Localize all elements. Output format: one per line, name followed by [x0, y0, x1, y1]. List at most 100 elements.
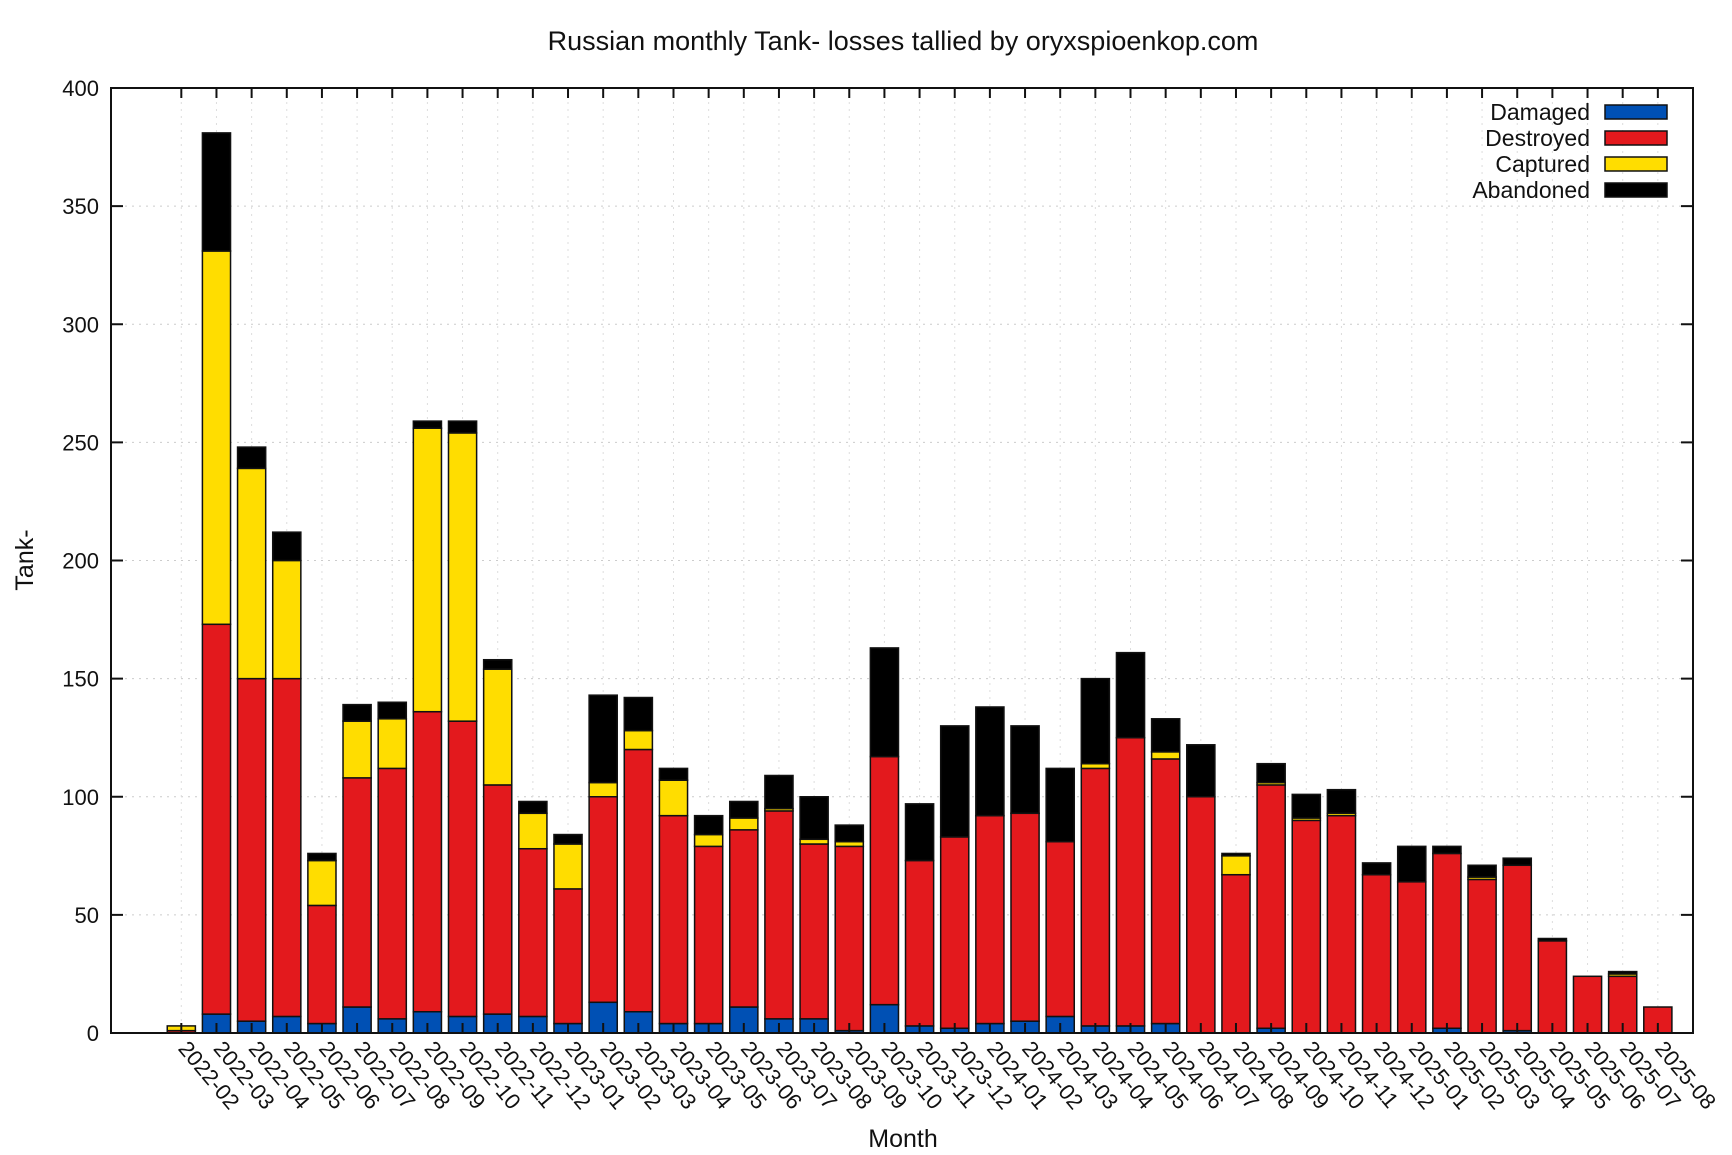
bar-segment-destroyed	[1221, 873, 1251, 1034]
bar-segment-abandoned	[1432, 845, 1462, 855]
y-tick-label: 400	[62, 76, 99, 101]
bar-segment-destroyed	[588, 796, 618, 1004]
bar-segment-destroyed	[1432, 852, 1462, 1030]
bar-segment-captured	[518, 812, 548, 850]
bar-segment-destroyed	[764, 810, 794, 1020]
y-tick-label: 200	[62, 549, 99, 574]
bar-segment-destroyed	[307, 904, 337, 1025]
bar-segment-abandoned	[1326, 788, 1357, 815]
bar-segment-destroyed	[201, 623, 232, 1015]
bar-segment-destroyed	[869, 755, 900, 1006]
bar-segment-abandoned	[1186, 744, 1216, 798]
bar-segment-abandoned	[658, 767, 689, 781]
bar-segment-captured	[271, 559, 302, 680]
bar-segment-abandoned	[904, 803, 935, 862]
bar-segment-abandoned	[834, 824, 865, 843]
bar-segment-destroyed	[271, 677, 302, 1018]
bar-segment-captured	[1221, 855, 1251, 876]
x-axis-label: Month	[868, 1125, 937, 1153]
bar-segment-destroyed	[553, 888, 583, 1025]
bar-segment-abandoned	[728, 800, 759, 819]
bar-segment-abandoned	[588, 694, 618, 784]
bar-segment-abandoned	[482, 658, 513, 670]
bar-segment-destroyed	[904, 859, 935, 1027]
bar-segment-captured	[553, 843, 583, 890]
bar-segment-destroyed	[1291, 819, 1322, 1034]
bar-segment-destroyed	[1150, 758, 1181, 1025]
bar-segment-abandoned	[1080, 677, 1111, 765]
bar-segment-destroyed	[728, 829, 759, 1008]
legend-label: Damaged	[1490, 99, 1590, 125]
bar-segment-captured	[377, 718, 408, 770]
y-tick-label: 100	[62, 785, 99, 810]
bars	[166, 132, 1673, 1034]
bar-segment-abandoned	[553, 833, 583, 845]
bar-segment-destroyed	[1256, 784, 1286, 1030]
bar-segment-captured	[412, 427, 443, 713]
bar-segment-abandoned	[307, 852, 337, 862]
bar-segment-abandoned	[412, 420, 443, 429]
bar-segment-destroyed	[939, 836, 970, 1030]
bar-segment-destroyed	[518, 847, 548, 1018]
bar-segment-abandoned	[693, 814, 724, 836]
bar-segment-destroyed	[447, 720, 478, 1018]
legend-swatch-abandoned	[1604, 182, 1668, 198]
bar-segment-captured	[447, 432, 478, 722]
bar-segment-abandoned	[623, 696, 654, 732]
bar-segment-abandoned	[975, 706, 1005, 817]
legend-swatch-captured	[1604, 156, 1668, 172]
chart-title: Russian monthly Tank- losses tallied by …	[548, 26, 1259, 56]
bar-segment-captured	[693, 833, 724, 848]
bar-segment-abandoned	[201, 132, 232, 252]
bar-segment-captured	[1150, 751, 1181, 760]
y-tick-label: 150	[62, 667, 99, 692]
bar-segment-destroyed	[1537, 940, 1568, 1034]
bar-segment-abandoned	[1291, 793, 1322, 819]
bar-segment-destroyed	[377, 767, 408, 1020]
y-axis: 0 50 100 150 200 250 300 350 400	[62, 76, 1693, 1046]
bar-segment-destroyed	[1502, 864, 1533, 1032]
bar-segment-abandoned	[764, 774, 794, 810]
bar-segment-destroyed	[1396, 881, 1427, 1034]
bar-segment-abandoned	[518, 800, 548, 815]
y-tick-label: 50	[75, 903, 99, 928]
bar-segment-abandoned	[1537, 937, 1568, 942]
bar-segment-destroyed	[412, 710, 443, 1013]
bar-segment-captured	[623, 729, 654, 751]
bar-segment-destroyed	[975, 814, 1005, 1025]
bar-segment-abandoned	[939, 725, 970, 838]
bar-segment-abandoned	[236, 446, 267, 470]
bar-segment-captured	[342, 720, 372, 779]
y-tick-label: 350	[62, 194, 99, 219]
bar-segment-abandoned	[377, 701, 408, 720]
bar-segment-destroyed	[799, 843, 829, 1020]
bar-segment-abandoned	[799, 796, 829, 841]
bar-segment-abandoned	[1010, 725, 1040, 815]
legend-label: Destroyed	[1485, 125, 1590, 151]
bar-segment-captured	[201, 250, 232, 626]
bar-segment-abandoned	[1467, 864, 1497, 878]
bar-segment-abandoned	[1396, 845, 1427, 883]
bar-segment-abandoned	[1150, 718, 1181, 753]
bar-segment-captured	[658, 779, 689, 817]
bar-segment-destroyed	[1186, 796, 1216, 1034]
bar-segment-destroyed	[658, 814, 689, 1025]
bar-segment-captured	[482, 668, 513, 786]
bar-segment-captured	[307, 859, 337, 907]
bar-segment-abandoned	[1361, 862, 1392, 876]
plot-frame	[110, 87, 1694, 1034]
bar-segment-captured	[236, 467, 267, 680]
bar-segment-destroyed	[482, 784, 513, 1015]
bar-segment-abandoned	[342, 703, 372, 722]
bar-segment-destroyed	[1467, 878, 1497, 1034]
bar-segment-abandoned	[1045, 767, 1076, 843]
bar-segment-abandoned	[1256, 762, 1286, 784]
bar-segment-abandoned	[1221, 852, 1251, 857]
y-axis-label: Tank-	[11, 529, 39, 590]
y-tick-label: 250	[62, 430, 99, 455]
bar-segment-captured	[728, 817, 759, 831]
bar-segment-destroyed	[1010, 812, 1040, 1022]
bar-segment-destroyed	[1326, 814, 1357, 1034]
